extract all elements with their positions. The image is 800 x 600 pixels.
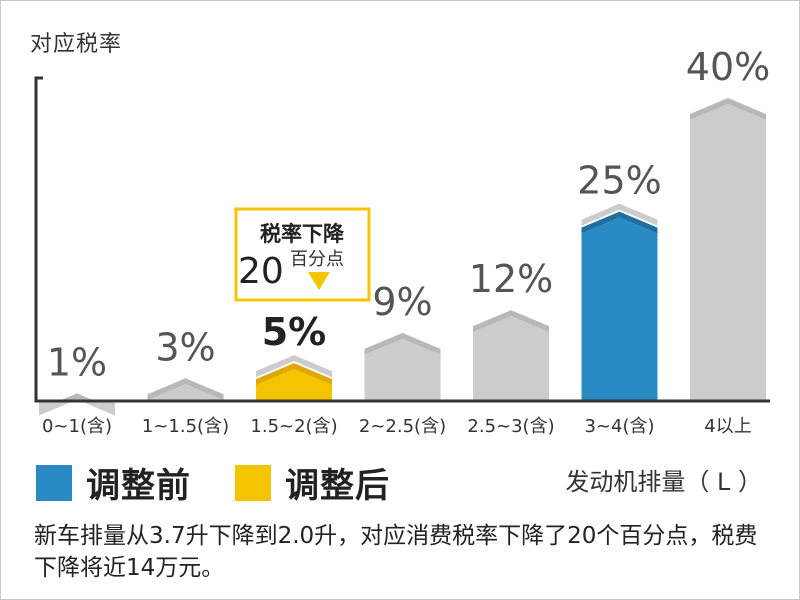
bar-after-ghost-cap-2 — [256, 355, 332, 378]
category-label-6: 4以上 — [704, 416, 751, 437]
bar-after-2 — [256, 369, 332, 401]
bar-before-5 — [581, 217, 658, 401]
value-label-0: 1% — [47, 340, 107, 384]
bar-1-cap — [147, 378, 224, 401]
bar-after-2-cap — [256, 363, 332, 386]
bar-4-cap — [473, 310, 549, 333]
category-label-4: 2.5~3(含) — [467, 416, 554, 437]
legend-item-before: 调整前 — [36, 458, 191, 507]
category-label-5: 3~4(含) — [584, 416, 654, 437]
caption: 新车排量从3.7升下降到2.0升，对应消费税率下降了20个百分点，税费下降将近1… — [34, 523, 758, 581]
down-arrow-icon — [308, 272, 330, 290]
legend-label-after: 调整后 — [285, 466, 390, 506]
bar-0 — [39, 399, 115, 416]
axis-lines — [34, 76, 770, 403]
annotation-number: 20 — [238, 251, 284, 292]
bar-3-cap — [364, 332, 441, 355]
bar-3 — [364, 338, 441, 401]
value-label-5: 25% — [577, 159, 661, 203]
category-label-1: 1~1.5(含) — [142, 416, 229, 437]
category-label-2: 1.5~2(含) — [250, 416, 337, 437]
bar-6-cap — [690, 98, 766, 120]
value-label-3: 9% — [372, 280, 432, 324]
legend-label-before: 调整前 — [86, 466, 191, 506]
bar-4 — [473, 316, 549, 401]
legend: 调整前 调整后 — [36, 458, 434, 507]
legend-swatch-after — [235, 464, 271, 501]
annotation-title: 税率下降 — [260, 222, 345, 246]
bar-before-ghost-cap-5 — [581, 203, 658, 226]
value-label-1: 3% — [155, 325, 215, 369]
y-axis-label: 对应税率 — [30, 32, 123, 57]
bar-1 — [147, 384, 224, 401]
category-label-3: 2~2.5(含) — [359, 416, 446, 437]
bar-6 — [690, 104, 766, 401]
annotation-unit: 百分点 — [290, 249, 344, 270]
category-label-0: 0~1(含) — [42, 416, 112, 437]
value-label-6: 40% — [686, 45, 770, 89]
value-label-2: 5% — [262, 310, 327, 354]
value-label-4: 12% — [469, 257, 553, 301]
bar-before-5-cap — [581, 211, 658, 234]
annotation-box — [234, 207, 371, 302]
legend-swatch-before — [36, 464, 72, 501]
x-axis-label: 发动机排量（ L ） — [565, 468, 762, 496]
legend-item-after: 调整后 — [235, 458, 390, 507]
